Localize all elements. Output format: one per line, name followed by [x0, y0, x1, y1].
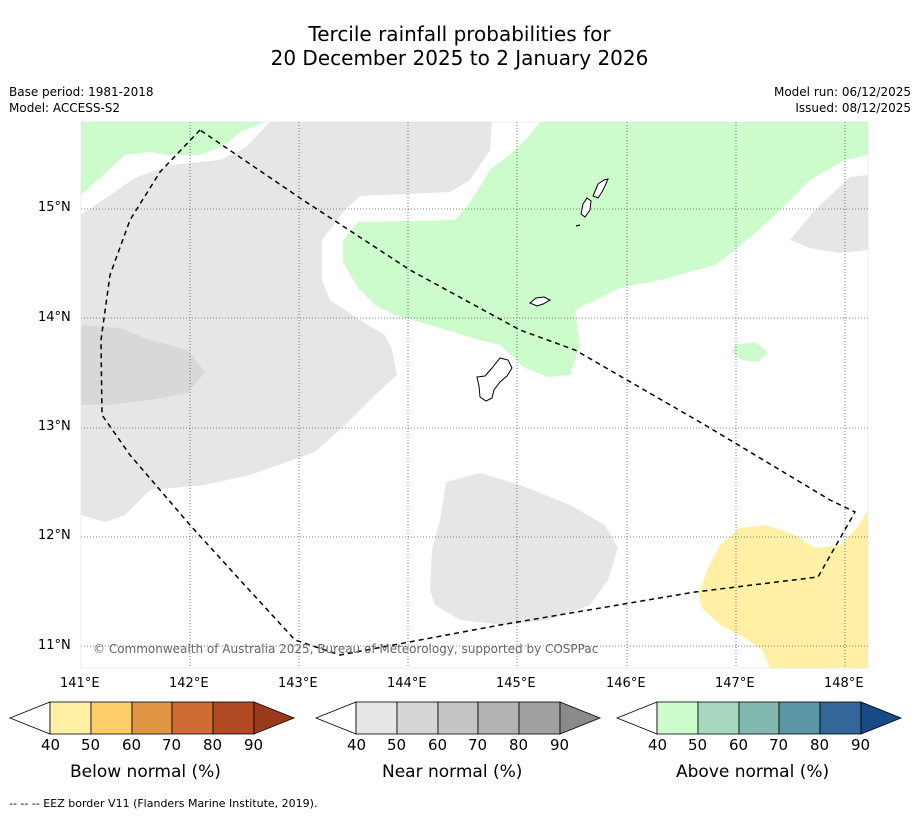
base-period: Base period: 1981-2018 [9, 85, 154, 99]
title-line-2: 20 December 2025 to 2 January 2026 [270, 46, 649, 70]
colorbar-near-normal [314, 701, 602, 735]
cbar-below-tick: 40 [41, 736, 61, 754]
cbar-near-bin-2 [396, 701, 439, 735]
lon-label-147e: 147°E [715, 676, 755, 691]
cbar-near-max-arrow [559, 701, 602, 735]
lon-label-145e: 145°E [496, 676, 536, 691]
cbar-above-bin-1 [656, 701, 699, 735]
guam-outline-icon [476, 357, 513, 402]
above-normal-40-50 [81, 122, 868, 377]
issued-date: Issued: 08/12/2025 [795, 101, 911, 115]
lon-label-146e: 146°E [606, 676, 646, 691]
cbar-near-bin-4 [477, 701, 520, 735]
cbar-near-tick: 40 [347, 736, 367, 754]
near-normal-50-60 [81, 325, 205, 405]
lat-label-14n: 14°N [38, 310, 71, 325]
cbar-above-bin-5 [819, 701, 862, 735]
cbar-above-tick: 70 [769, 736, 789, 754]
cbar-near-tick: 80 [509, 736, 529, 754]
gridlines [81, 122, 868, 668]
lon-label-148e: 148°E [824, 676, 864, 691]
cbar-above-min-arrow [615, 701, 658, 735]
cbar-near-title: Near normal (%) [382, 762, 523, 782]
cbar-below-title: Below normal (%) [70, 762, 221, 782]
cbar-near-tick: 70 [468, 736, 488, 754]
lon-label-142e: 142°E [169, 676, 209, 691]
eez-border-icon [100, 129, 857, 656]
cbar-above-max-arrow [860, 701, 903, 735]
cbar-near-bin-1 [355, 701, 398, 735]
cbar-below-max-arrow [253, 701, 296, 735]
model-run: Model run: 06/12/2025 [773, 85, 911, 99]
cbar-below-tick: 90 [244, 736, 264, 754]
map-frame [80, 121, 869, 669]
cbar-near-bin-5 [518, 701, 561, 735]
cbar-below-tick: 70 [162, 736, 182, 754]
cbar-above-tick: 50 [688, 736, 708, 754]
colorbar-above-normal [615, 701, 903, 735]
lat-label-15n: 15°N [38, 200, 71, 215]
lon-label-143e: 143°E [278, 676, 318, 691]
lon-label-144e: 144°E [387, 676, 427, 691]
lon-label-141e: 141°E [60, 676, 100, 691]
cbar-above-tick: 60 [729, 736, 749, 754]
chart-title: Tercile rainfall probabilities for 20 De… [0, 22, 919, 70]
lat-label-11n: 11°N [38, 638, 71, 653]
eez-legend-note: -- -- -- EEZ border V11 (Flanders Marine… [9, 797, 318, 810]
tinian-outline-icon [580, 197, 592, 218]
cbar-below-tick: 80 [203, 736, 223, 754]
cbar-below-bin-4 [171, 701, 214, 735]
cbar-below-bin-5 [212, 701, 255, 735]
cbar-below-tick: 60 [122, 736, 142, 754]
lat-label-13n: 13°N [38, 419, 71, 434]
cbar-above-bin-2 [697, 701, 740, 735]
cbar-near-tick: 50 [387, 736, 407, 754]
lat-label-12n: 12°N [38, 528, 71, 543]
cbar-below-min-arrow [8, 701, 51, 735]
title-line-1: Tercile rainfall probabilities for [308, 22, 611, 46]
near-normal-40-50 [81, 122, 868, 625]
copyright-notice: © Commonwealth of Australia 2025, Bureau… [93, 642, 598, 656]
cbar-above-bin-4 [778, 701, 821, 735]
colorbar-below-normal [8, 701, 296, 735]
cbar-above-tick: 80 [810, 736, 830, 754]
cbar-near-tick: 60 [428, 736, 448, 754]
model-info-left: Base period: 1981-2018 Model: ACCESS-S2 [9, 84, 154, 116]
cbar-near-tick: 90 [550, 736, 570, 754]
cbar-below-bin-3 [131, 701, 173, 735]
cbar-below-bin-1 [49, 701, 92, 735]
cbar-below-tick: 50 [81, 736, 101, 754]
model-name: Model: ACCESS-S2 [9, 101, 121, 115]
map-area [81, 122, 868, 668]
cbar-above-title: Above normal (%) [676, 762, 830, 782]
rota-outline-icon [529, 296, 552, 307]
aguijan-outline-icon [575, 224, 581, 227]
cbar-near-min-arrow [314, 701, 357, 735]
cbar-above-tick: 40 [648, 736, 668, 754]
below-normal-40-50 [698, 510, 868, 668]
cbar-near-bin-3 [437, 701, 479, 735]
cbar-below-bin-2 [90, 701, 133, 735]
cbar-above-tick: 90 [851, 736, 871, 754]
cbar-above-bin-3 [738, 701, 780, 735]
saipan-outline-icon [592, 178, 609, 199]
model-info-right: Model run: 06/12/2025 Issued: 08/12/2025 [774, 84, 911, 116]
